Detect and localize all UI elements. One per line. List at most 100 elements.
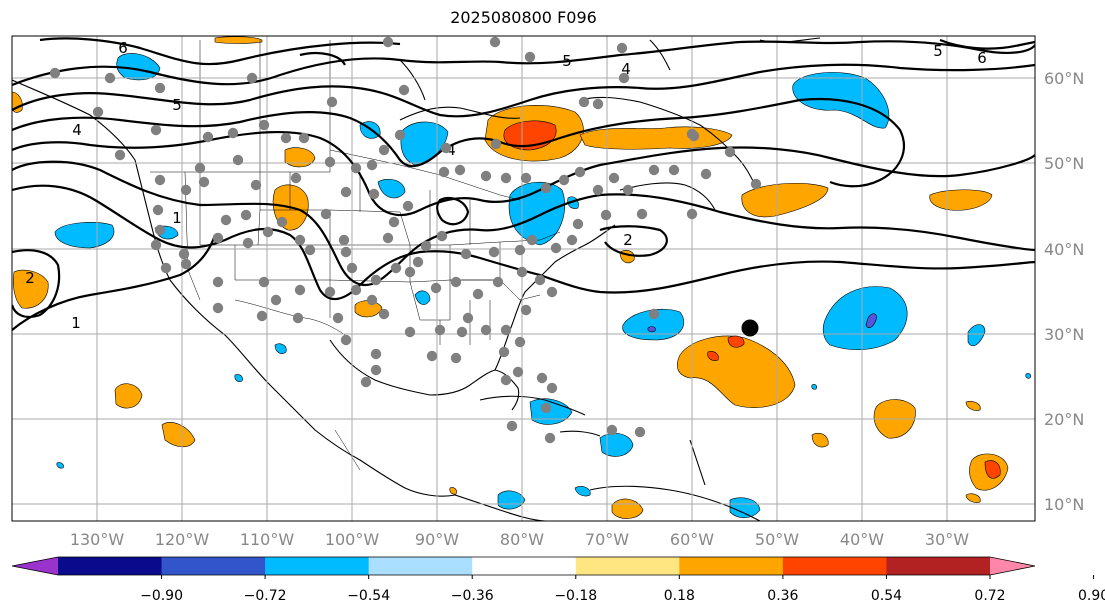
station-marker xyxy=(212,302,224,314)
station-marker xyxy=(546,382,558,394)
cold-anomaly-region xyxy=(729,497,761,519)
colorbar-tick-label: −0.90 xyxy=(140,588,183,604)
strong-warm-anomaly-region xyxy=(984,460,1001,479)
lon-label: 120°W xyxy=(155,530,210,549)
station-marker xyxy=(262,226,274,238)
colorbar-segment xyxy=(368,557,473,575)
station-marker xyxy=(440,142,452,154)
station-marker xyxy=(512,366,524,378)
cold-anomaly-region xyxy=(599,432,634,457)
station-marker xyxy=(524,51,536,63)
station-marker xyxy=(332,312,344,324)
lat-label: 10°N xyxy=(1044,495,1084,514)
warm-anomaly-region xyxy=(965,401,981,411)
station-marker xyxy=(434,324,446,336)
contour-label: 4 xyxy=(621,60,631,78)
colorbar-segment xyxy=(265,557,370,575)
station-marker xyxy=(516,266,528,278)
contour-label: 4 xyxy=(72,121,82,139)
station-marker xyxy=(600,209,612,221)
station-marker xyxy=(378,308,390,320)
warm-anomaly-region xyxy=(929,189,993,211)
station-marker xyxy=(700,168,712,180)
warm-anomaly-region xyxy=(114,383,143,409)
warm-anomaly-region xyxy=(579,126,733,150)
station-marker xyxy=(404,326,416,338)
warm-anomaly-region xyxy=(12,269,49,309)
station-marker xyxy=(340,246,352,258)
station-marker xyxy=(202,131,214,143)
station-marker xyxy=(258,276,270,288)
warm-anomaly-region xyxy=(214,36,263,44)
station-marker xyxy=(500,324,512,336)
station-marker xyxy=(648,308,660,320)
cold-anomaly-region xyxy=(377,179,406,199)
station-marker xyxy=(450,352,462,364)
longitude-labels: 130°W 120°W 110°W 100°W 90°W 80°W 70°W 6… xyxy=(70,530,969,549)
station-marker xyxy=(340,186,352,198)
station-marker xyxy=(544,432,556,444)
cold-anomaly-region xyxy=(116,53,161,81)
lon-label: 70°W xyxy=(585,530,629,549)
contour-line xyxy=(12,160,1035,287)
station-markers xyxy=(49,36,762,444)
contour-labels: 6 6 5 5 4 4 4 1 1 2 2 5 xyxy=(25,39,987,332)
warm-anomaly-region xyxy=(811,432,829,448)
station-marker xyxy=(368,188,380,200)
station-marker xyxy=(534,274,546,286)
station-marker xyxy=(154,174,166,186)
strong-warm-anomaly-region xyxy=(707,351,719,361)
storm-center-marker xyxy=(741,319,759,337)
station-marker xyxy=(180,258,192,270)
station-marker xyxy=(382,232,394,244)
colorbar-tick-label: −0.36 xyxy=(451,588,494,604)
station-marker xyxy=(250,179,262,191)
station-marker xyxy=(500,374,512,386)
station-marker xyxy=(558,174,570,186)
station-marker xyxy=(514,244,526,256)
station-marker xyxy=(366,159,378,171)
contour-line xyxy=(436,196,470,226)
station-marker xyxy=(258,119,270,131)
station-marker xyxy=(688,130,700,142)
map-title: 2025080800 F096 xyxy=(450,8,597,27)
station-marker xyxy=(480,324,492,336)
station-marker xyxy=(750,178,762,190)
station-marker xyxy=(294,284,306,296)
contour-line xyxy=(939,38,1035,50)
station-marker xyxy=(489,36,501,48)
strong-cold-anomaly-region xyxy=(865,313,877,329)
anomaly-fill xyxy=(12,36,1031,519)
lon-label: 40°W xyxy=(840,530,884,549)
station-marker xyxy=(480,170,492,182)
lon-label: 90°W xyxy=(415,530,459,549)
cold-anomaly-region xyxy=(234,374,243,382)
station-marker xyxy=(194,162,206,174)
cold-anomaly-region xyxy=(400,121,449,166)
station-marker xyxy=(668,164,680,176)
station-marker xyxy=(270,294,282,306)
lon-label: 100°W xyxy=(325,530,380,549)
station-marker xyxy=(546,286,558,298)
political-borders xyxy=(150,40,561,471)
station-marker xyxy=(394,129,406,141)
station-marker xyxy=(290,172,302,184)
station-marker xyxy=(618,72,630,84)
contour-line xyxy=(39,37,401,66)
station-marker xyxy=(338,234,350,246)
lon-label: 130°W xyxy=(70,530,125,549)
station-marker xyxy=(492,276,504,288)
cold-anomaly-region xyxy=(529,398,573,425)
station-marker xyxy=(550,242,562,254)
station-marker xyxy=(240,209,252,221)
station-marker xyxy=(454,164,466,176)
station-marker xyxy=(616,42,628,54)
station-marker xyxy=(360,376,372,388)
lon-label: 80°W xyxy=(500,530,544,549)
station-marker xyxy=(472,288,484,300)
station-marker xyxy=(514,336,526,348)
station-marker xyxy=(150,239,162,251)
colorbar-tick-label: 0.54 xyxy=(871,588,902,604)
station-marker xyxy=(536,372,548,384)
cold-anomaly-region xyxy=(1025,373,1031,379)
